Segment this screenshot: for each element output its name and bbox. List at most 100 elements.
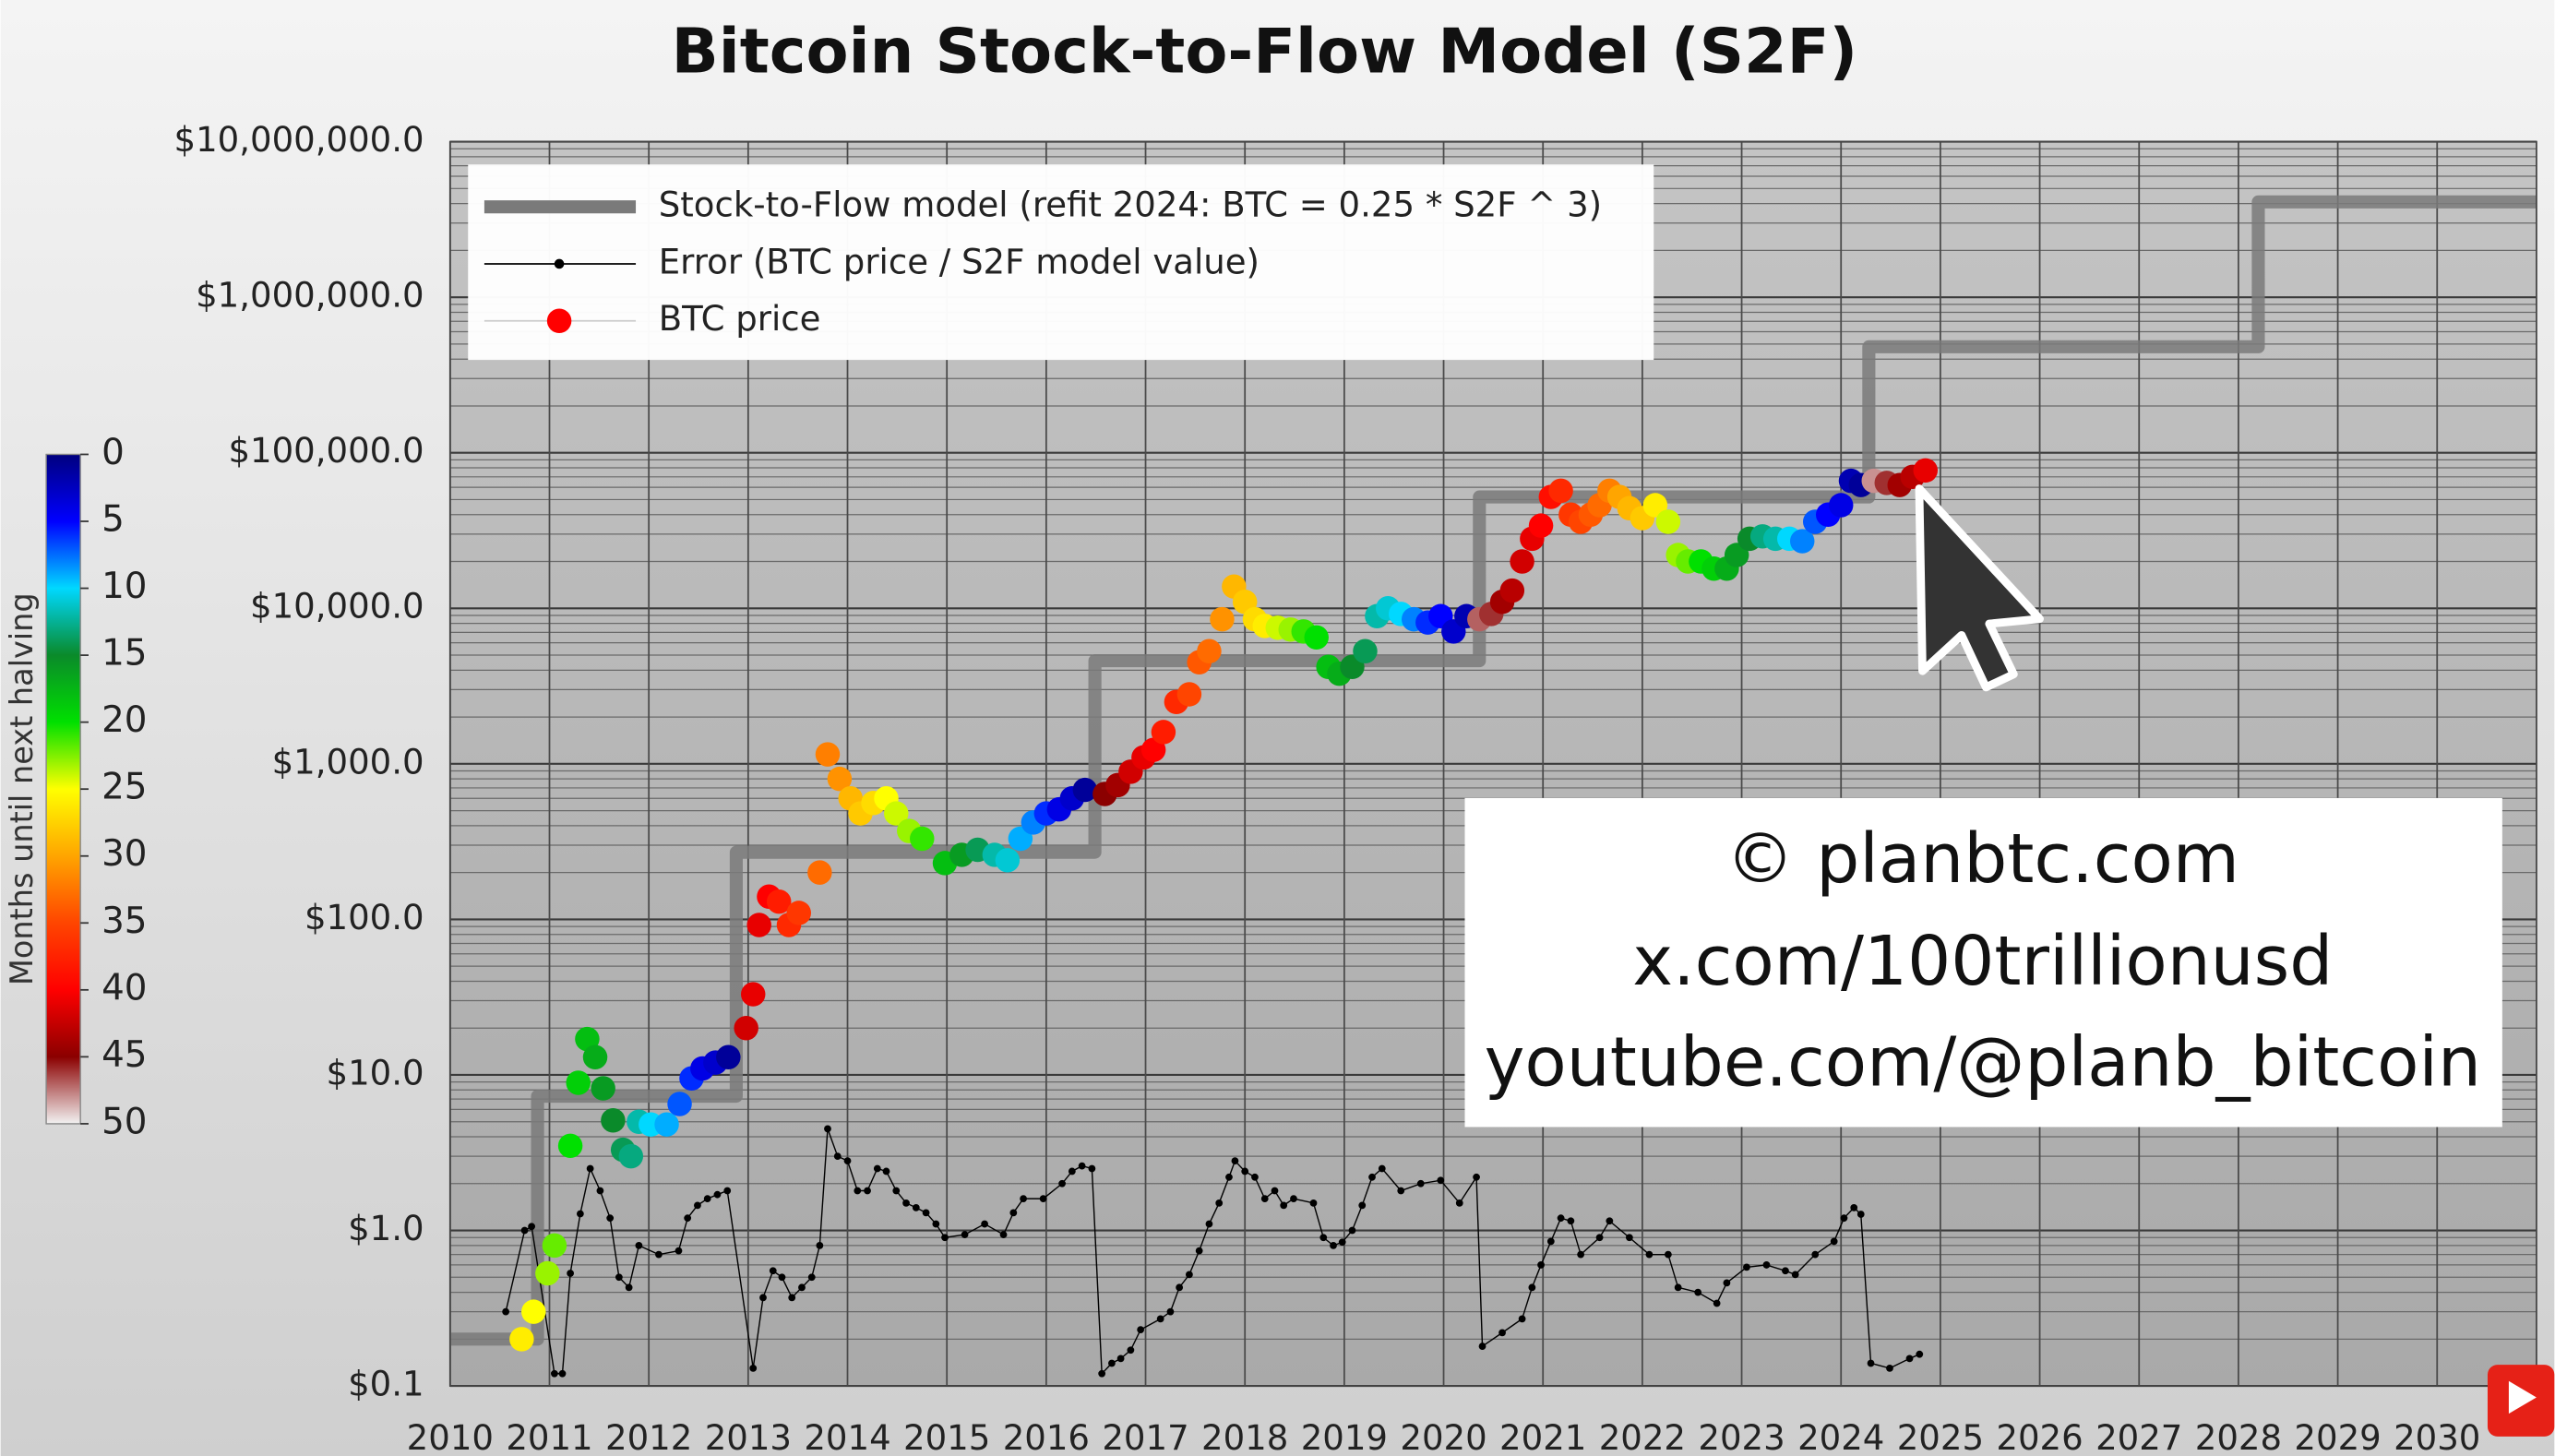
error-point (922, 1209, 930, 1217)
price-point (815, 742, 841, 767)
price-point (766, 889, 792, 914)
plot-frame (448, 140, 2537, 1387)
error-point (912, 1204, 920, 1211)
colorbar (45, 453, 81, 1125)
error-point (596, 1187, 604, 1195)
price-point (582, 1044, 608, 1069)
error-point (843, 1157, 852, 1165)
error-point (1231, 1157, 1239, 1165)
error-point (558, 1369, 567, 1378)
price-point (746, 913, 771, 937)
error-point (1743, 1263, 1750, 1271)
error-point (694, 1201, 701, 1210)
error-point (1009, 1209, 1018, 1217)
price-point (1642, 493, 1668, 518)
price-point (521, 1299, 546, 1324)
error-point (1290, 1195, 1297, 1203)
error-point (1348, 1226, 1356, 1235)
error-point (1176, 1283, 1184, 1292)
youtube-subscribe[interactable] (2487, 1365, 2555, 1437)
x-tick-label: 2017 (1102, 1418, 1188, 1456)
colorbar-label: Months until next halving (4, 592, 40, 985)
mouse-cursor (1915, 484, 2044, 692)
price-point (1724, 543, 1749, 567)
error-point (1867, 1359, 1875, 1367)
error-point (703, 1195, 711, 1203)
error-point (999, 1231, 1008, 1238)
error-point (1782, 1267, 1789, 1275)
x-tick-label: 2019 (1301, 1418, 1388, 1456)
error-point (1068, 1167, 1076, 1176)
price-point (827, 766, 853, 792)
error-point (1241, 1167, 1249, 1176)
colorbar-tick-label: 25 (101, 767, 147, 808)
error-point (1886, 1365, 1893, 1372)
error-point (882, 1167, 890, 1176)
error-point (1330, 1241, 1337, 1249)
price-point (542, 1233, 567, 1259)
watermark-text: © planbtc.com (1726, 819, 2239, 899)
price-point (1789, 529, 1815, 554)
price-point (740, 982, 766, 1007)
price-point (716, 1044, 741, 1069)
y-tick-label: $100.0 (304, 898, 424, 937)
y-tick-label: $0.1 (348, 1365, 424, 1404)
error-point (684, 1214, 692, 1223)
price-point (654, 1112, 679, 1137)
price-point (910, 826, 935, 852)
colorbar-tick-label: 0 (101, 432, 125, 473)
error-point (1108, 1359, 1116, 1367)
colorbar-tick-label: 15 (101, 633, 147, 674)
chart-title: Bitcoin Stock-to-Flow Model (S2F) (672, 16, 1858, 88)
error-point (1166, 1307, 1175, 1316)
error-point (1916, 1350, 1924, 1358)
x-tick-label: 2014 (804, 1418, 890, 1456)
x-tick-label: 2015 (903, 1418, 990, 1456)
x-tick-label: 2011 (506, 1418, 592, 1456)
price-point (1210, 606, 1235, 632)
error-point (1664, 1250, 1672, 1259)
error-point (675, 1247, 683, 1255)
error-point (873, 1164, 881, 1173)
error-point (1857, 1211, 1865, 1218)
error-point (1577, 1250, 1585, 1259)
error-point (567, 1270, 574, 1277)
error-point (854, 1187, 862, 1195)
x-tick-label: 2013 (705, 1418, 792, 1456)
error-point (1537, 1261, 1545, 1269)
error-point (655, 1250, 663, 1259)
error-point (833, 1152, 842, 1160)
error-point (1039, 1195, 1047, 1203)
error-point (1251, 1173, 1259, 1181)
error-point (1606, 1217, 1614, 1225)
legend-swatch (546, 308, 572, 333)
error-point (520, 1226, 529, 1235)
price-point (1151, 720, 1176, 745)
error-point (1473, 1173, 1480, 1181)
price-point (557, 1133, 583, 1159)
play-icon (2508, 1380, 2537, 1414)
error-point (1437, 1176, 1445, 1185)
colorbar-tick-label: 50 (101, 1101, 147, 1142)
price-point (1828, 493, 1854, 518)
price-point (884, 801, 909, 826)
error-point (1397, 1187, 1405, 1195)
x-tick-label: 2022 (1599, 1418, 1686, 1456)
error-point (615, 1273, 623, 1282)
x-tick-label: 2029 (2294, 1418, 2381, 1456)
price-point (1072, 777, 1098, 803)
error-point (1271, 1187, 1279, 1195)
price-point (1008, 826, 1033, 852)
error-point (1260, 1195, 1269, 1203)
x-tick-label: 2012 (605, 1418, 692, 1456)
error-point (769, 1267, 777, 1275)
error-point (1358, 1201, 1367, 1210)
error-point (892, 1187, 901, 1195)
colorbar-tick-label: 40 (101, 967, 147, 1008)
x-tick-label: 2025 (1897, 1418, 1984, 1456)
error-point (1416, 1179, 1425, 1187)
error-point (1762, 1261, 1771, 1269)
error-point (864, 1187, 871, 1195)
error-point (1850, 1204, 1858, 1211)
y-tick-label: $1,000,000.0 (196, 276, 424, 316)
